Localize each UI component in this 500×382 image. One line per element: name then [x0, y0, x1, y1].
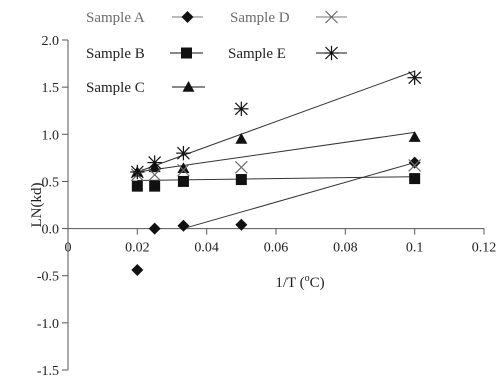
data-point-sample-c [235, 133, 248, 144]
legend-label: Sample A [86, 10, 145, 26]
data-points [130, 70, 422, 277]
x-axis-title: 1/T (oC) [275, 273, 324, 291]
data-point-sample-c [408, 131, 421, 142]
legend: Sample A Sample B Sample C Sample D Sample E [86, 10, 347, 96]
x-axis-title-end: C) [310, 275, 325, 291]
data-point-sample-c [177, 162, 190, 174]
trend-line-sample-a [183, 162, 415, 230]
legend-marker [325, 10, 338, 24]
axes: -1.5 -1.0 -0.5 0.0 0.5 1.0 1.5 2.0 0 0.02 0.04 0.06… [37, 34, 497, 379]
y-tick-label: -0.5 [37, 270, 59, 285]
x-tick-label: 0.04 [194, 241, 219, 256]
data-point-sample-e [407, 70, 422, 85]
legend-label: Sample D [230, 10, 290, 26]
data-point-sample-d [177, 163, 190, 177]
data-point-sample-b [409, 173, 421, 185]
y-tick-label: -1.0 [37, 317, 59, 332]
data-point-sample-b [149, 180, 161, 192]
y-tick-label: 0.5 [42, 175, 60, 190]
x-tick-label: 0.12 [472, 241, 497, 256]
data-point-sample-a [408, 156, 421, 169]
data-point-sample-b [235, 174, 247, 186]
y-tick-label: 0.0 [42, 223, 60, 238]
legend-item-sample-d: Sample D [230, 10, 347, 26]
legend-label: Sample B [86, 46, 145, 62]
data-point-sample-d [234, 160, 248, 174]
legend-marker [181, 47, 192, 59]
x-tick-label: 0.1 [406, 241, 424, 256]
x-axis-title-main: 1/T ( [275, 275, 304, 291]
data-point-sample-d [148, 168, 162, 182]
data-point-sample-d [408, 158, 422, 172]
y-axis-title: LN(kd) [29, 183, 45, 228]
y-tick-label: 1.5 [42, 81, 60, 96]
legend-item-sample-e: Sample E [228, 45, 347, 62]
x-tick-label: 0 [65, 241, 72, 256]
legend-marker [324, 45, 339, 61]
x-tick-label: 0.02 [125, 241, 150, 256]
data-point-sample-a [235, 218, 248, 231]
y-tick-label: 2.0 [42, 34, 60, 49]
x-axis-title-sup: o [305, 273, 310, 284]
data-point-sample-a [177, 219, 190, 232]
legend-marker [182, 81, 195, 92]
data-point-sample-e [176, 145, 191, 161]
legend-item-sample-b: Sample B [86, 46, 203, 62]
legend-marker [181, 11, 194, 23]
legend-item-sample-c: Sample C [86, 80, 205, 96]
y-tick-label: 1.0 [42, 128, 60, 143]
data-point-sample-e [130, 164, 145, 180]
data-point-sample-e [234, 101, 249, 117]
data-point-sample-a [131, 264, 144, 277]
data-point-sample-b [177, 175, 189, 187]
x-tick-label: 0.08 [333, 241, 358, 256]
legend-label: Sample C [86, 80, 145, 96]
data-point-sample-b [131, 180, 143, 192]
trend-lines [137, 70, 415, 230]
legend-label: Sample E [228, 46, 286, 62]
legend-item-sample-a: Sample A [86, 10, 203, 26]
data-point-sample-e [147, 155, 162, 170]
x-tick-label: 0.06 [264, 241, 289, 256]
y-tick-label: -1.5 [37, 364, 59, 377]
data-point-sample-a [148, 222, 161, 235]
